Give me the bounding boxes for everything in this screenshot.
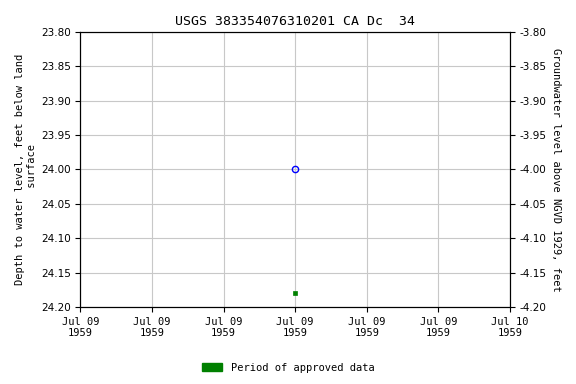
Title: USGS 383354076310201 CA Dc  34: USGS 383354076310201 CA Dc 34	[175, 15, 415, 28]
Y-axis label: Depth to water level, feet below land
 surface: Depth to water level, feet below land su…	[15, 54, 37, 285]
Legend: Period of approved data: Period of approved data	[198, 359, 378, 377]
Y-axis label: Groundwater level above NGVD 1929, feet: Groundwater level above NGVD 1929, feet	[551, 48, 561, 291]
